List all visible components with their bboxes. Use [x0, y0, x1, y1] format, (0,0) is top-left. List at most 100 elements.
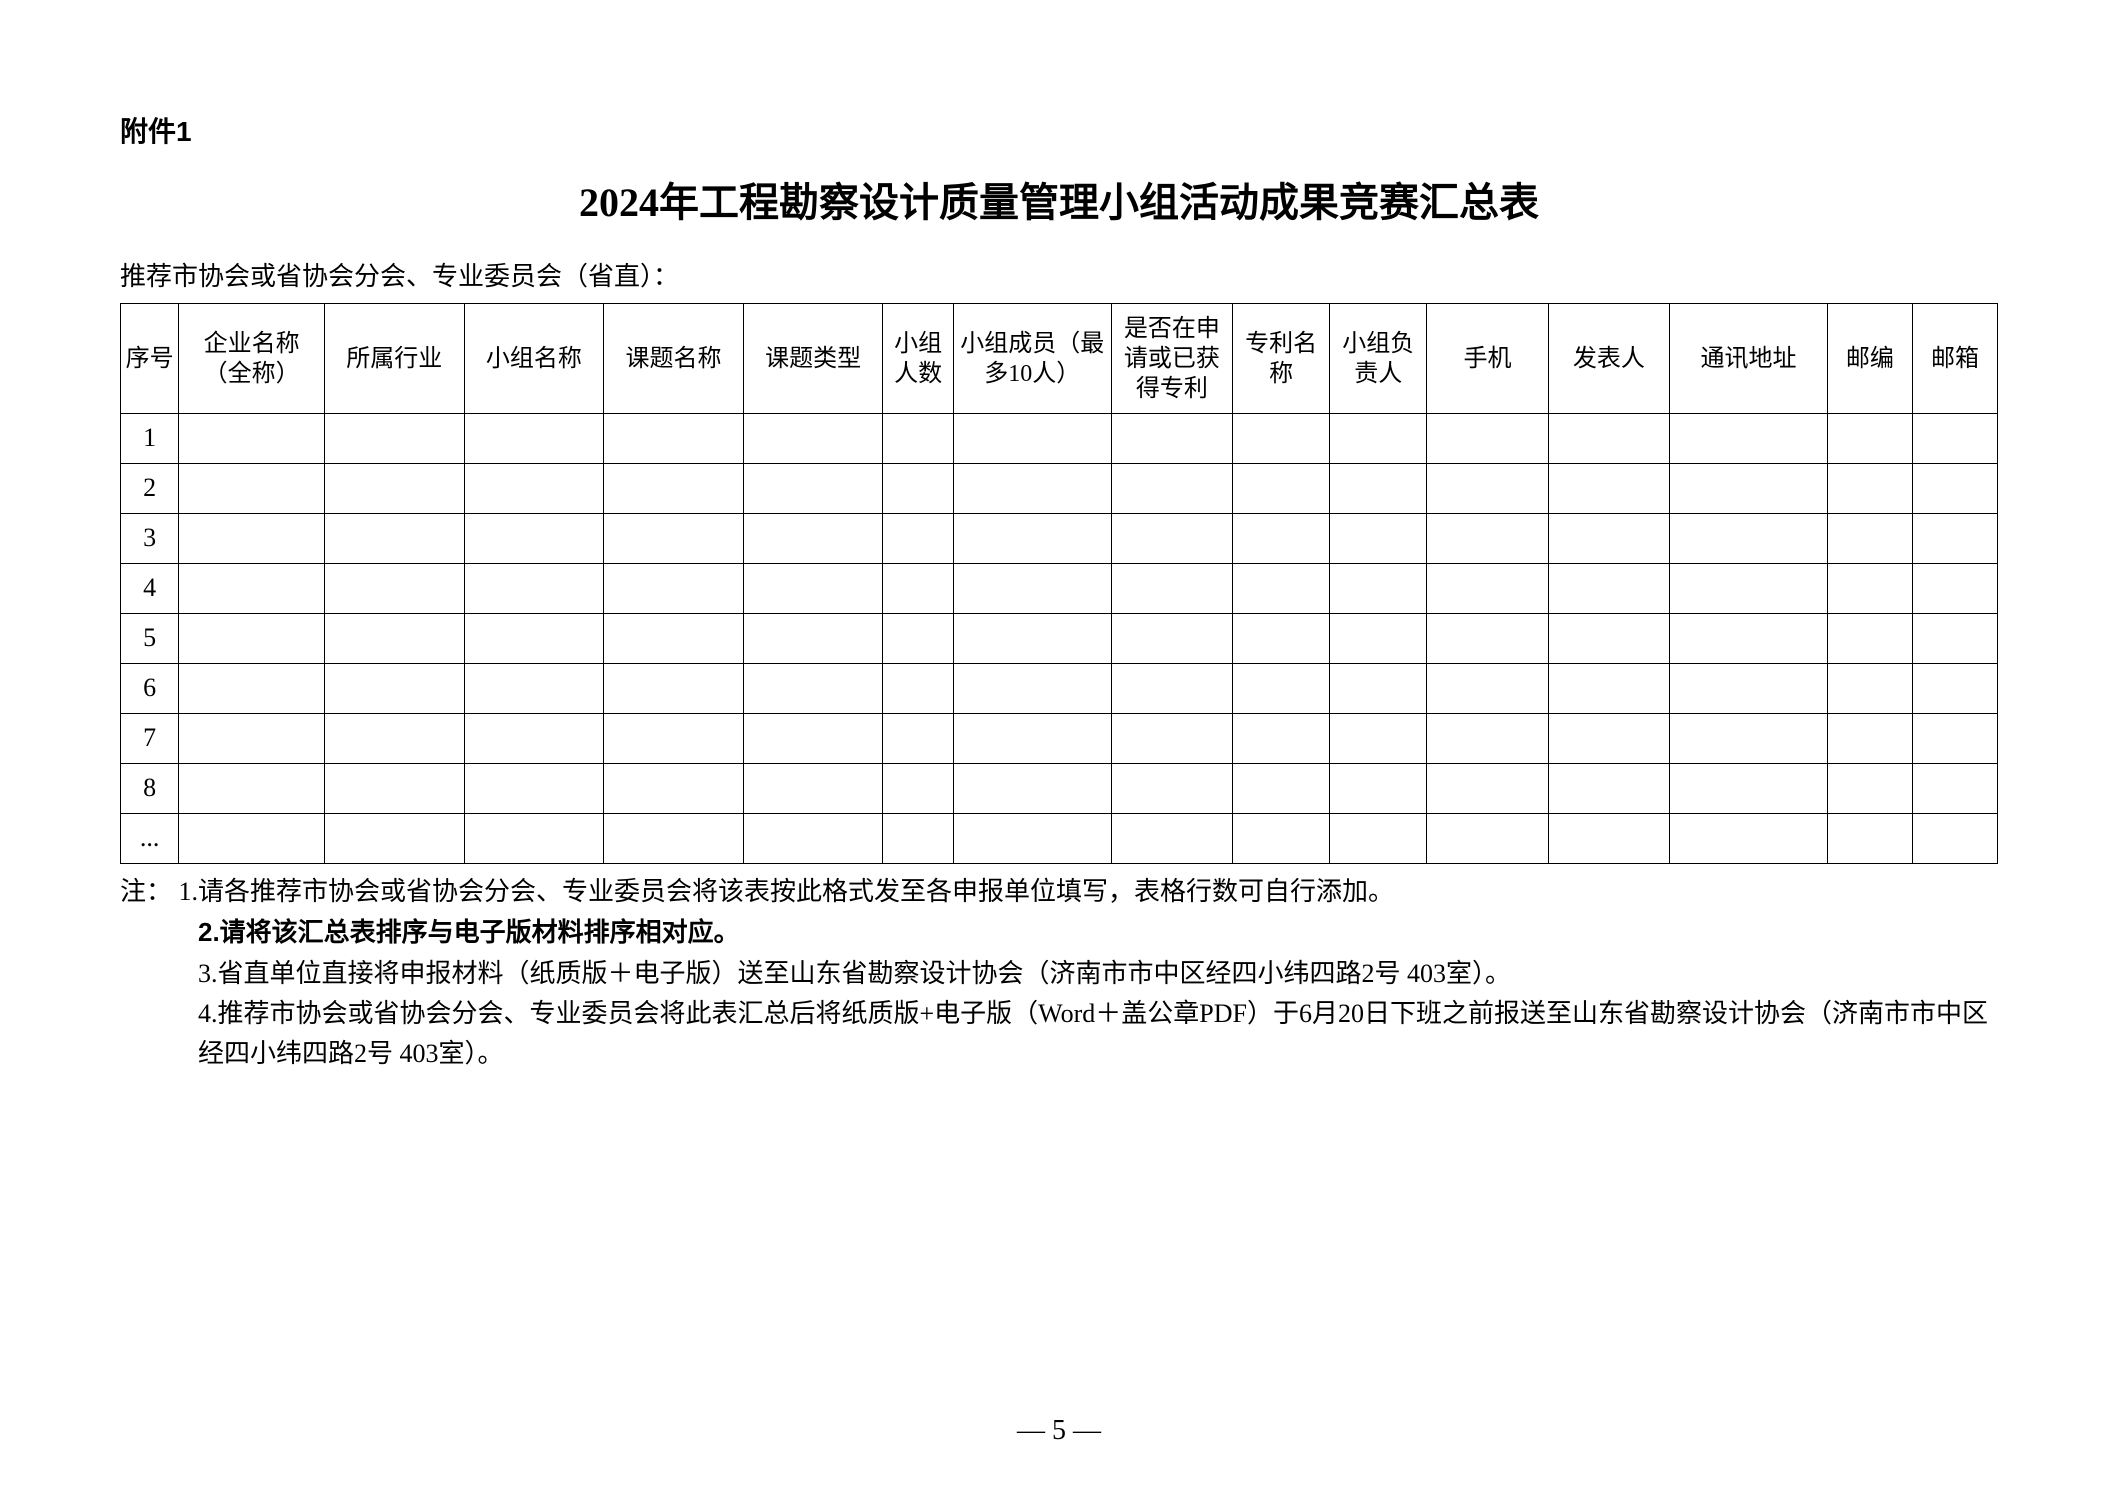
table-cell: [953, 764, 1111, 814]
table-cell: [464, 564, 604, 614]
table-cell: [1827, 614, 1912, 664]
table-cell: [883, 614, 953, 664]
table-cell: [883, 514, 953, 564]
table-cell: [743, 614, 883, 664]
summary-table: 序号企业名称（全称）所属行业小组名称课题名称课题类型小组人数小组成员（最多10人…: [120, 303, 1998, 864]
table-header-cell: 手机: [1427, 304, 1548, 414]
table-cell: [1912, 614, 1997, 664]
row-number-cell: 3: [121, 514, 179, 564]
table-cell: [604, 664, 744, 714]
table-cell: [1330, 564, 1427, 614]
table-cell: [464, 414, 604, 464]
note-line: 注： 1.请各推荐市协会或省协会分会、专业委员会将该表按此格式发至各申报单位填写…: [120, 872, 1998, 912]
table-cell: [1670, 564, 1828, 614]
table-cell: [464, 764, 604, 814]
table-cell: [604, 464, 744, 514]
table-cell: [743, 414, 883, 464]
table-cell: [1548, 514, 1669, 564]
table-cell: [1912, 764, 1997, 814]
table-cell: [1827, 714, 1912, 764]
table-cell: [604, 764, 744, 814]
table-cell: [743, 764, 883, 814]
table-cell: [883, 764, 953, 814]
table-cell: [743, 814, 883, 864]
page-number: — 5 —: [0, 1415, 2118, 1447]
table-cell: [1670, 464, 1828, 514]
table-cell: [1111, 414, 1232, 464]
table-cell: [1330, 464, 1427, 514]
notes-section: 注： 1.请各推荐市协会或省协会分会、专业委员会将该表按此格式发至各申报单位填写…: [120, 872, 1998, 1074]
page-title: 2024年工程勘察设计质量管理小组活动成果竞赛汇总表: [120, 170, 1998, 228]
table-cell: [1670, 664, 1828, 714]
table-cell: [1233, 614, 1330, 664]
table-cell: [1427, 564, 1548, 614]
table-cell: [1670, 814, 1828, 864]
note-line: 2.请将该汇总表排序与电子版材料排序相对应。: [120, 912, 1998, 953]
table-header-cell: 课题类型: [743, 304, 883, 414]
table-cell: [1330, 614, 1427, 664]
table-cell: [953, 564, 1111, 614]
table-cell: [1111, 664, 1232, 714]
table-cell: [1827, 664, 1912, 714]
table-cell: [1427, 664, 1548, 714]
table-cell: [743, 564, 883, 614]
table-cell: [179, 564, 325, 614]
table-cell: [1427, 764, 1548, 814]
table-cell: [1548, 464, 1669, 514]
table-cell: [883, 664, 953, 714]
table-cell: [1330, 814, 1427, 864]
table-cell: [743, 714, 883, 764]
table-cell: [1548, 714, 1669, 764]
table-cell: [324, 664, 464, 714]
table-cell: [1427, 814, 1548, 864]
table-cell: [1912, 714, 1997, 764]
table-cell: [1111, 714, 1232, 764]
table-cell: [604, 814, 744, 864]
table-cell: [1111, 814, 1232, 864]
table-header-cell: 所属行业: [324, 304, 464, 414]
table-cell: [464, 614, 604, 664]
table-cell: [1548, 664, 1669, 714]
table-cell: [953, 614, 1111, 664]
table-header-cell: 序号: [121, 304, 179, 414]
table-header-cell: 发表人: [1548, 304, 1669, 414]
table-cell: [1548, 414, 1669, 464]
table-cell: [1827, 464, 1912, 514]
row-number-cell: 8: [121, 764, 179, 814]
table-cell: [604, 614, 744, 664]
table-row: 5: [121, 614, 1998, 664]
table-cell: [179, 464, 325, 514]
table-cell: [464, 514, 604, 564]
table-cell: [1548, 564, 1669, 614]
table-cell: [953, 814, 1111, 864]
table-cell: [324, 564, 464, 614]
subtitle: 推荐市协会或省协会分会、专业委员会（省直）：: [120, 256, 1998, 293]
table-row: 8: [121, 764, 1998, 814]
table-cell: [1912, 564, 1997, 614]
table-cell: [1827, 414, 1912, 464]
table-cell: [1670, 614, 1828, 664]
table-row: 4: [121, 564, 1998, 614]
table-cell: [743, 664, 883, 714]
note-line: 4.推荐市协会或省协会分会、专业委员会将此表汇总后将纸质版+电子版（Word＋盖…: [120, 994, 1998, 1075]
table-cell: [883, 414, 953, 464]
table-header-cell: 课题名称: [604, 304, 744, 414]
row-number-cell: 2: [121, 464, 179, 514]
table-cell: [1330, 764, 1427, 814]
table-cell: [1330, 514, 1427, 564]
row-number-cell: 7: [121, 714, 179, 764]
row-number-cell: 4: [121, 564, 179, 614]
table-cell: [1427, 514, 1548, 564]
table-cell: [1233, 464, 1330, 514]
table-cell: [1111, 564, 1232, 614]
table-cell: [1548, 614, 1669, 664]
table-cell: [1670, 414, 1828, 464]
table-cell: [1827, 764, 1912, 814]
table-row: 7: [121, 714, 1998, 764]
table-cell: [953, 664, 1111, 714]
attachment-label: 附件1: [120, 110, 1998, 150]
row-number-cell: ...: [121, 814, 179, 864]
table-cell: [464, 814, 604, 864]
table-cell: [1111, 614, 1232, 664]
table-cell: [324, 714, 464, 764]
